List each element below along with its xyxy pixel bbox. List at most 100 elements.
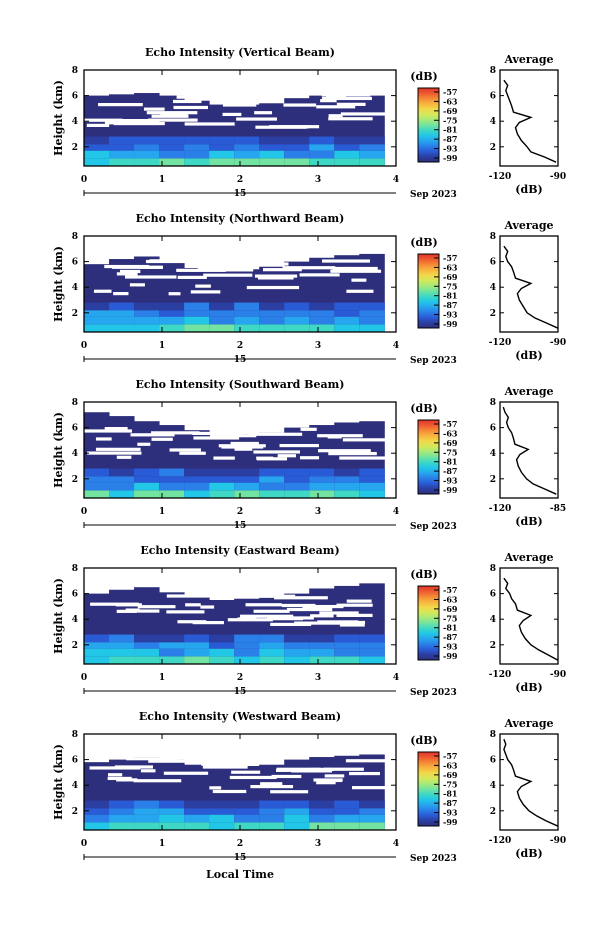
heatmap-cell [359, 490, 385, 498]
heatmap-cell [84, 324, 110, 332]
average-y-tick-label: 2 [490, 807, 496, 817]
heatmap-cell [234, 648, 260, 657]
heatmap-cell [184, 136, 210, 145]
y-tick-label: 6 [72, 258, 78, 268]
heatmap-cell [334, 302, 360, 311]
heatmap-cell [284, 468, 310, 477]
heatmap-cell [134, 642, 160, 649]
average-title: Average [503, 385, 553, 398]
heatmap-cell [309, 150, 335, 159]
colorbar-tick-label: -81 [443, 623, 457, 633]
heatmap-cell [234, 302, 260, 311]
heatmap-cell [259, 822, 285, 830]
heatmap-cell [84, 150, 110, 159]
heatmap-cell [309, 634, 335, 643]
no-data-gap [246, 285, 300, 290]
no-data-gap [215, 95, 228, 100]
heatmap-cell [134, 808, 160, 815]
heatmap-cell [309, 656, 335, 664]
no-data-gap [281, 603, 316, 608]
average-xlabel: (dB) [515, 183, 542, 196]
no-data-gap [221, 445, 264, 449]
average-x-tick-label: -90 [550, 670, 566, 680]
heatmap-cell [159, 800, 185, 809]
heatmap-cell [84, 800, 110, 809]
no-data-gap [231, 770, 261, 774]
heatmap-cell [334, 158, 360, 166]
colorbar-tick-label: -99 [443, 651, 458, 661]
no-data-gap [330, 269, 382, 273]
average-y-tick-label: 6 [490, 92, 496, 102]
heatmap-cell [359, 642, 385, 649]
heatmap-cell [84, 144, 110, 151]
heatmap-cell [234, 136, 260, 145]
no-data-gap [168, 292, 181, 296]
heatmap-cell [159, 648, 185, 657]
heatmap-cell [84, 634, 110, 643]
heatmap-cell [259, 814, 285, 823]
no-data-gap [351, 786, 387, 790]
heatmap-cell [134, 316, 160, 325]
no-data-gap [184, 122, 235, 126]
heatmap-cell [259, 468, 285, 477]
date-label: Sep 2023 [410, 522, 457, 532]
average-frame [499, 401, 559, 499]
colorbar-tick-label: -99 [443, 153, 458, 163]
heatmap-cell [234, 656, 260, 664]
heatmap-cell [334, 648, 360, 657]
heatmap-cell [259, 634, 285, 643]
average-xlabel: (dB) [515, 515, 542, 528]
no-data-gap [217, 268, 254, 272]
no-data-gap [166, 594, 216, 598]
no-data-gap [95, 447, 141, 451]
heatmap-cell [234, 310, 260, 317]
heatmap-cell [259, 150, 285, 159]
heatmap-cell [209, 324, 235, 332]
no-data-gap [129, 283, 145, 287]
average-y-tick-label: 4 [490, 781, 496, 791]
no-data-gap [253, 609, 290, 613]
heatmap-cell [284, 144, 310, 151]
colorbar [417, 253, 440, 329]
heatmap-cell [209, 482, 235, 491]
heatmap-cell [234, 482, 260, 491]
no-data-gap [245, 603, 282, 607]
colorbar-tick-label: -87 [443, 798, 457, 808]
y-tick-label: 2 [72, 641, 78, 651]
panel-title: Echo Intensity (Westward Beam) [139, 710, 341, 723]
heatmap-cell [84, 310, 110, 317]
colorbar-tick-label: -57 [443, 419, 457, 429]
heatmap-cell [159, 158, 185, 166]
no-data-gap [212, 789, 247, 794]
heatmap-cell [209, 150, 235, 159]
colorbar-tick-label: -87 [443, 134, 457, 144]
no-data-gap [342, 438, 386, 442]
no-data-gap [98, 103, 143, 107]
average-y-tick-label: 6 [490, 756, 496, 766]
panel-title: Echo Intensity (Northward Beam) [136, 212, 345, 225]
x-tick-label: 4 [393, 673, 399, 683]
heatmap-cell [159, 634, 185, 643]
no-data-gap [148, 759, 202, 763]
no-data-gap [200, 605, 215, 609]
heatmap-cell [309, 144, 335, 151]
heatmap-cell [284, 634, 310, 643]
colorbar-tick-label: -75 [443, 115, 457, 125]
date-day-label: 15 [234, 687, 247, 697]
heatmap-cell [134, 158, 160, 166]
x-tick-label: 0 [81, 673, 87, 683]
heatmap-cell [134, 490, 160, 498]
colorbar-tick-label: -57 [443, 585, 457, 595]
heatmap-cell [84, 808, 110, 815]
no-data-gap [130, 433, 175, 437]
no-data-gap [125, 275, 177, 279]
heatmap-cell [159, 490, 185, 498]
average-y-tick-label: 6 [490, 590, 496, 600]
no-data-gap [193, 436, 240, 440]
x-tick-label: 1 [159, 175, 165, 185]
heatmap-cell [209, 648, 235, 657]
no-data-gap [324, 774, 345, 778]
y-tick-label: 6 [72, 424, 78, 434]
